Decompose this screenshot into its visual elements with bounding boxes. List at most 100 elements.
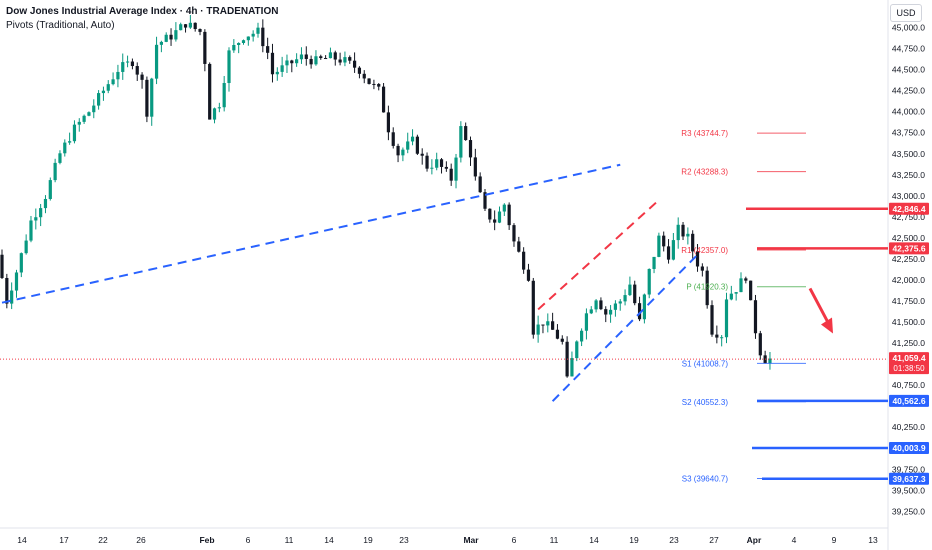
x-tick-label: 23 bbox=[669, 535, 679, 545]
price-label-box bbox=[889, 472, 929, 485]
y-tick-label: 43,250.0 bbox=[892, 170, 925, 180]
candle bbox=[604, 309, 608, 315]
candle bbox=[154, 44, 159, 79]
candle bbox=[637, 303, 642, 320]
candle bbox=[415, 136, 419, 154]
candle bbox=[203, 31, 207, 64]
candle bbox=[159, 41, 163, 45]
candle bbox=[570, 358, 574, 377]
y-tick-label: 44,500.0 bbox=[892, 65, 925, 75]
candle bbox=[72, 124, 77, 142]
candle bbox=[401, 149, 405, 156]
candle bbox=[140, 74, 144, 80]
candle bbox=[700, 266, 704, 271]
y-tick-label: 42,000.0 bbox=[892, 275, 925, 285]
candle bbox=[618, 301, 622, 304]
candle bbox=[5, 277, 9, 304]
candle bbox=[512, 225, 516, 242]
pivot-label-r1: R1 (42357.0) bbox=[681, 246, 728, 255]
y-tick-label: 43,750.0 bbox=[892, 128, 925, 138]
candle bbox=[97, 93, 101, 106]
candle bbox=[488, 208, 492, 220]
candle bbox=[145, 79, 149, 117]
candle bbox=[493, 219, 497, 223]
candle bbox=[749, 280, 753, 301]
candle bbox=[580, 330, 584, 342]
candle bbox=[526, 269, 531, 281]
candle bbox=[454, 157, 458, 181]
candle bbox=[628, 284, 632, 296]
candle bbox=[270, 52, 275, 75]
x-tick-label: 14 bbox=[324, 535, 334, 545]
candle bbox=[82, 115, 86, 122]
candle bbox=[135, 66, 139, 75]
trendline-channel-upper bbox=[537, 199, 660, 311]
candle bbox=[174, 30, 178, 40]
chart-title: Dow Jones Industrial Average Index · 4h … bbox=[6, 6, 279, 17]
y-tick-label: 42,500.0 bbox=[892, 233, 925, 243]
candle bbox=[676, 224, 680, 241]
x-tick-label: 11 bbox=[550, 535, 559, 545]
candle bbox=[430, 167, 434, 169]
x-tick-label: 6 bbox=[512, 535, 517, 545]
last-price-box bbox=[889, 352, 929, 375]
candle bbox=[256, 27, 260, 34]
candle bbox=[193, 22, 197, 30]
candle bbox=[381, 86, 386, 113]
candle bbox=[497, 211, 502, 223]
candle bbox=[348, 57, 352, 61]
candle bbox=[261, 27, 265, 47]
bearish-arrow-icon bbox=[808, 287, 830, 324]
pivot-label-s3: S3 (39640.7) bbox=[682, 475, 729, 484]
y-tick-label: 41,250.0 bbox=[892, 338, 925, 348]
candle bbox=[266, 46, 270, 53]
candle bbox=[652, 256, 656, 269]
candle bbox=[594, 300, 598, 310]
candle bbox=[0, 254, 4, 278]
candle bbox=[502, 204, 506, 212]
candle bbox=[246, 36, 250, 41]
candle bbox=[34, 217, 38, 221]
candle bbox=[304, 54, 308, 59]
candle bbox=[729, 293, 733, 300]
y-tick-label: 44,000.0 bbox=[892, 107, 925, 117]
candle bbox=[551, 321, 555, 330]
price-label-box bbox=[889, 202, 929, 215]
currency-button[interactable]: USD bbox=[890, 4, 922, 22]
candle bbox=[439, 159, 444, 167]
candle bbox=[183, 24, 188, 28]
candle bbox=[212, 108, 217, 120]
candle bbox=[531, 280, 535, 335]
candle bbox=[536, 324, 540, 335]
x-tick-label: 6 bbox=[246, 535, 251, 545]
candle bbox=[319, 56, 323, 59]
candle bbox=[584, 313, 589, 331]
candle bbox=[343, 57, 347, 63]
candle bbox=[613, 303, 618, 310]
candle bbox=[555, 329, 560, 339]
price-label: 39,637.3 bbox=[892, 474, 925, 484]
x-tick-label: 14 bbox=[17, 535, 27, 545]
candle bbox=[739, 278, 743, 293]
pivot-label-s1: S1 (41008.7) bbox=[682, 359, 729, 368]
candle bbox=[198, 29, 202, 32]
candle bbox=[691, 233, 695, 252]
candle bbox=[58, 153, 62, 163]
y-tick-label: 44,250.0 bbox=[892, 86, 925, 96]
candle bbox=[483, 192, 487, 209]
candle bbox=[623, 295, 627, 302]
candle bbox=[299, 54, 304, 60]
candle bbox=[459, 126, 463, 158]
candle bbox=[333, 52, 337, 60]
candle bbox=[589, 309, 593, 314]
candle bbox=[695, 251, 700, 267]
candle bbox=[280, 65, 284, 72]
price-label-box bbox=[889, 242, 929, 255]
arrow-head-icon bbox=[821, 317, 833, 334]
candle bbox=[720, 337, 724, 339]
candle bbox=[169, 34, 173, 40]
candle bbox=[237, 43, 241, 46]
candle bbox=[522, 251, 526, 270]
